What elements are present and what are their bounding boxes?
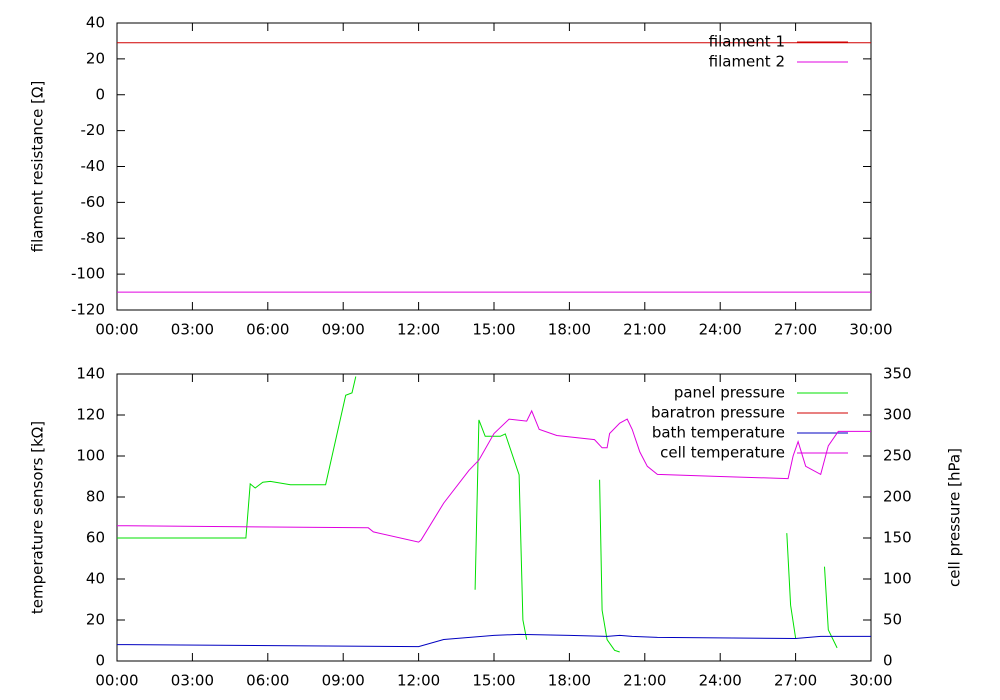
- y-tick-label: 20: [86, 49, 105, 67]
- y-tick-label: -80: [81, 229, 106, 247]
- y-tick-label: 80: [86, 488, 105, 506]
- y2-axis-label: cell pressure [hPa]: [946, 448, 964, 587]
- y2-tick-label: 150: [883, 529, 912, 547]
- y-tick-label: 20: [86, 611, 105, 629]
- series-line: [116, 633, 871, 648]
- x-tick-label: 12:00: [397, 672, 440, 690]
- legend-label: filament 2: [709, 53, 785, 71]
- y-tick-label: -100: [71, 265, 105, 283]
- legend-label: cell temperature: [660, 444, 785, 462]
- x-tick-label: 12:00: [397, 321, 440, 339]
- legend-label: bath temperature: [652, 424, 785, 442]
- x-tick-label: 06:00: [246, 672, 289, 690]
- y2-tick-label: 250: [883, 447, 912, 465]
- y2-tick-label: 0: [883, 652, 893, 670]
- x-tick-label: 09:00: [322, 321, 365, 339]
- y-axis-label: temperature sensors [kΩ]: [29, 421, 47, 614]
- y-tick-label: 40: [86, 14, 105, 32]
- y2-tick-label: 350: [883, 365, 912, 383]
- y-tick-label: 120: [76, 406, 105, 424]
- y-tick-label: 60: [86, 529, 105, 547]
- y-tick-label: 0: [95, 85, 105, 103]
- x-tick-label: 27:00: [774, 672, 817, 690]
- x-tick-label: 21:00: [623, 321, 666, 339]
- y2-tick-label: 50: [883, 611, 902, 629]
- x-tick-label: 30:00: [849, 672, 892, 690]
- legend-label: baratron pressure: [651, 404, 785, 422]
- y-tick-label: -60: [81, 193, 106, 211]
- legend-label: filament 1: [709, 33, 785, 51]
- y2-tick-label: 100: [883, 570, 912, 588]
- series-line: [117, 376, 838, 653]
- x-tick-label: 24:00: [699, 321, 742, 339]
- legend-label: panel pressure: [674, 384, 785, 402]
- y2-tick-label: 200: [883, 488, 912, 506]
- x-tick-label: 24:00: [699, 672, 742, 690]
- x-tick-label: 30:00: [849, 321, 892, 339]
- y-tick-label: -40: [81, 157, 106, 175]
- x-tick-label: 03:00: [171, 672, 214, 690]
- series-line: [116, 409, 871, 543]
- x-tick-label: 15:00: [472, 321, 515, 339]
- y-tick-label: -20: [81, 121, 106, 139]
- x-tick-label: 00:00: [95, 321, 138, 339]
- y-tick-label: 100: [76, 447, 105, 465]
- x-tick-label: 00:00: [95, 672, 138, 690]
- x-tick-label: 06:00: [246, 321, 289, 339]
- x-tick-label: 18:00: [548, 672, 591, 690]
- x-tick-label: 21:00: [623, 672, 666, 690]
- x-tick-label: 18:00: [548, 321, 591, 339]
- x-tick-label: 09:00: [322, 672, 365, 690]
- y-axis-label: filament resistance [Ω]: [29, 81, 47, 253]
- y-tick-label: 0: [95, 652, 105, 670]
- y-tick-label: 140: [76, 365, 105, 383]
- x-tick-label: 27:00: [774, 321, 817, 339]
- x-tick-label: 03:00: [171, 321, 214, 339]
- x-tick-label: 15:00: [472, 672, 515, 690]
- y-tick-label: -120: [71, 301, 105, 319]
- y2-tick-label: 300: [883, 406, 912, 424]
- y-tick-label: 40: [86, 570, 105, 588]
